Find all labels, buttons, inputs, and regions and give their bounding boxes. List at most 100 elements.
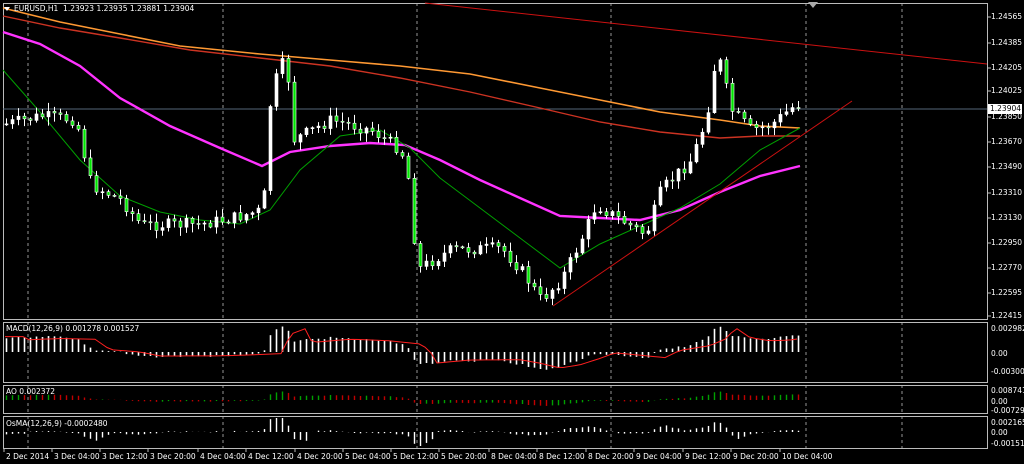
candle-body: [700, 131, 705, 145]
candle-body: [454, 245, 459, 248]
candle-body: [634, 224, 639, 228]
candle-body: [76, 125, 81, 130]
resistance-trendline: [424, 2, 988, 65]
candle-body: [658, 186, 663, 206]
candle-body: [232, 212, 237, 224]
candle-body: [280, 58, 285, 74]
candle-body: [514, 262, 519, 271]
candle-body: [736, 111, 741, 113]
time-axis-label: 5 Dec 12:00: [393, 452, 439, 461]
time-axis-label: 3 Dec 20:00: [150, 452, 196, 461]
candle-body: [526, 266, 531, 284]
price-axis-label: 1.22595: [991, 288, 1023, 297]
candle-body: [664, 179, 669, 188]
candle-body: [244, 214, 249, 221]
ao-axis-label: 0.00: [991, 397, 1008, 406]
candle-body: [448, 245, 453, 254]
candle-body: [784, 111, 789, 115]
osma-histogram: [5, 418, 800, 446]
candle-body: [352, 122, 357, 130]
time-axis-label: 8 Dec 20:00: [588, 452, 634, 461]
time-axis-label: 3 Dec 04:00: [54, 452, 100, 461]
candle-body: [46, 111, 51, 118]
candle-body: [88, 157, 93, 176]
candle-body: [790, 107, 795, 113]
ohlc-values: 1.23923 1.23935 1.23881 1.23904: [63, 4, 195, 13]
price-axis-label: 1.22415: [991, 311, 1023, 320]
candle-body: [28, 118, 33, 121]
price-axis-label: 1.24385: [991, 38, 1023, 47]
price-axis-label: 1.23670: [991, 137, 1023, 146]
candle-body: [412, 178, 417, 244]
osma-axis-label: 0.002165: [991, 418, 1024, 427]
time-axis-label: 9 Dec 12:00: [685, 452, 731, 461]
candle-body: [160, 227, 165, 231]
candle-body: [58, 112, 63, 115]
candle-body: [778, 114, 783, 123]
time-axis-label: 4 Dec 12:00: [248, 452, 294, 461]
candle-body: [490, 242, 495, 245]
panel-frames: [3, 3, 991, 452]
candle-body: [496, 242, 501, 247]
candle-body: [316, 125, 321, 128]
panel-frame: [3, 322, 988, 383]
candle-body: [580, 238, 585, 254]
time-axis-label: 8 Dec 12:00: [539, 452, 585, 461]
candle-body: [190, 218, 195, 224]
candle-body: [10, 119, 15, 125]
candle-body: [22, 115, 27, 120]
candle-body: [52, 111, 57, 114]
candle-body: [568, 257, 573, 273]
time-axis-label: 5 Dec 20:00: [441, 452, 487, 461]
candle-body: [508, 250, 513, 263]
ao-histogram: [5, 391, 800, 406]
support-trendline: [552, 100, 853, 307]
candle-body: [394, 136, 399, 153]
candle-body: [334, 115, 339, 122]
candle-body: [4, 123, 9, 126]
collapse-arrow-icon[interactable]: [4, 7, 10, 11]
candle-body: [136, 213, 141, 221]
candle-body: [340, 120, 345, 123]
candle-body: [268, 106, 273, 191]
candle-body: [586, 219, 591, 240]
candle-body: [724, 59, 729, 84]
candle-body: [436, 261, 441, 267]
candle-body: [562, 271, 567, 289]
osma-title: OsMA(12,26,9) -0.0002480: [6, 419, 108, 428]
candle-body: [304, 127, 309, 135]
chart-shift-icon[interactable]: [808, 2, 818, 8]
ma-red-line: [2, 15, 800, 139]
time-axis-label: 9 Dec 04:00: [636, 452, 682, 461]
candle-body: [178, 220, 183, 228]
candle-body: [478, 245, 483, 255]
candle-body: [310, 127, 315, 129]
candle-body: [550, 289, 555, 299]
candle-body: [610, 211, 615, 216]
candle-body: [292, 81, 297, 143]
time-axis-label: 2 Dec 2014: [6, 452, 50, 461]
candle-body: [70, 120, 75, 126]
candle-body: [370, 127, 375, 132]
candle-body: [442, 252, 447, 262]
candle-body: [760, 126, 765, 129]
candle-body: [418, 243, 423, 267]
candle-body: [250, 212, 255, 215]
candle-body: [148, 221, 153, 224]
time-axis-label: 8 Dec 04:00: [491, 452, 537, 461]
candle-body: [706, 112, 711, 133]
candle-body: [118, 195, 123, 199]
candle-body: [112, 195, 117, 197]
price-axis-label: 1.22950: [991, 238, 1023, 247]
candle-body: [94, 175, 99, 193]
candle-body: [652, 204, 657, 232]
candle-body: [154, 221, 159, 231]
candle-body: [364, 127, 369, 134]
osma-axis-label: 0.00: [991, 428, 1008, 437]
candle-body: [592, 212, 597, 220]
price-candles: [4, 51, 801, 306]
candle-body: [682, 168, 687, 174]
price-axis-label: 1.24205: [991, 63, 1023, 72]
candle-body: [688, 161, 693, 174]
